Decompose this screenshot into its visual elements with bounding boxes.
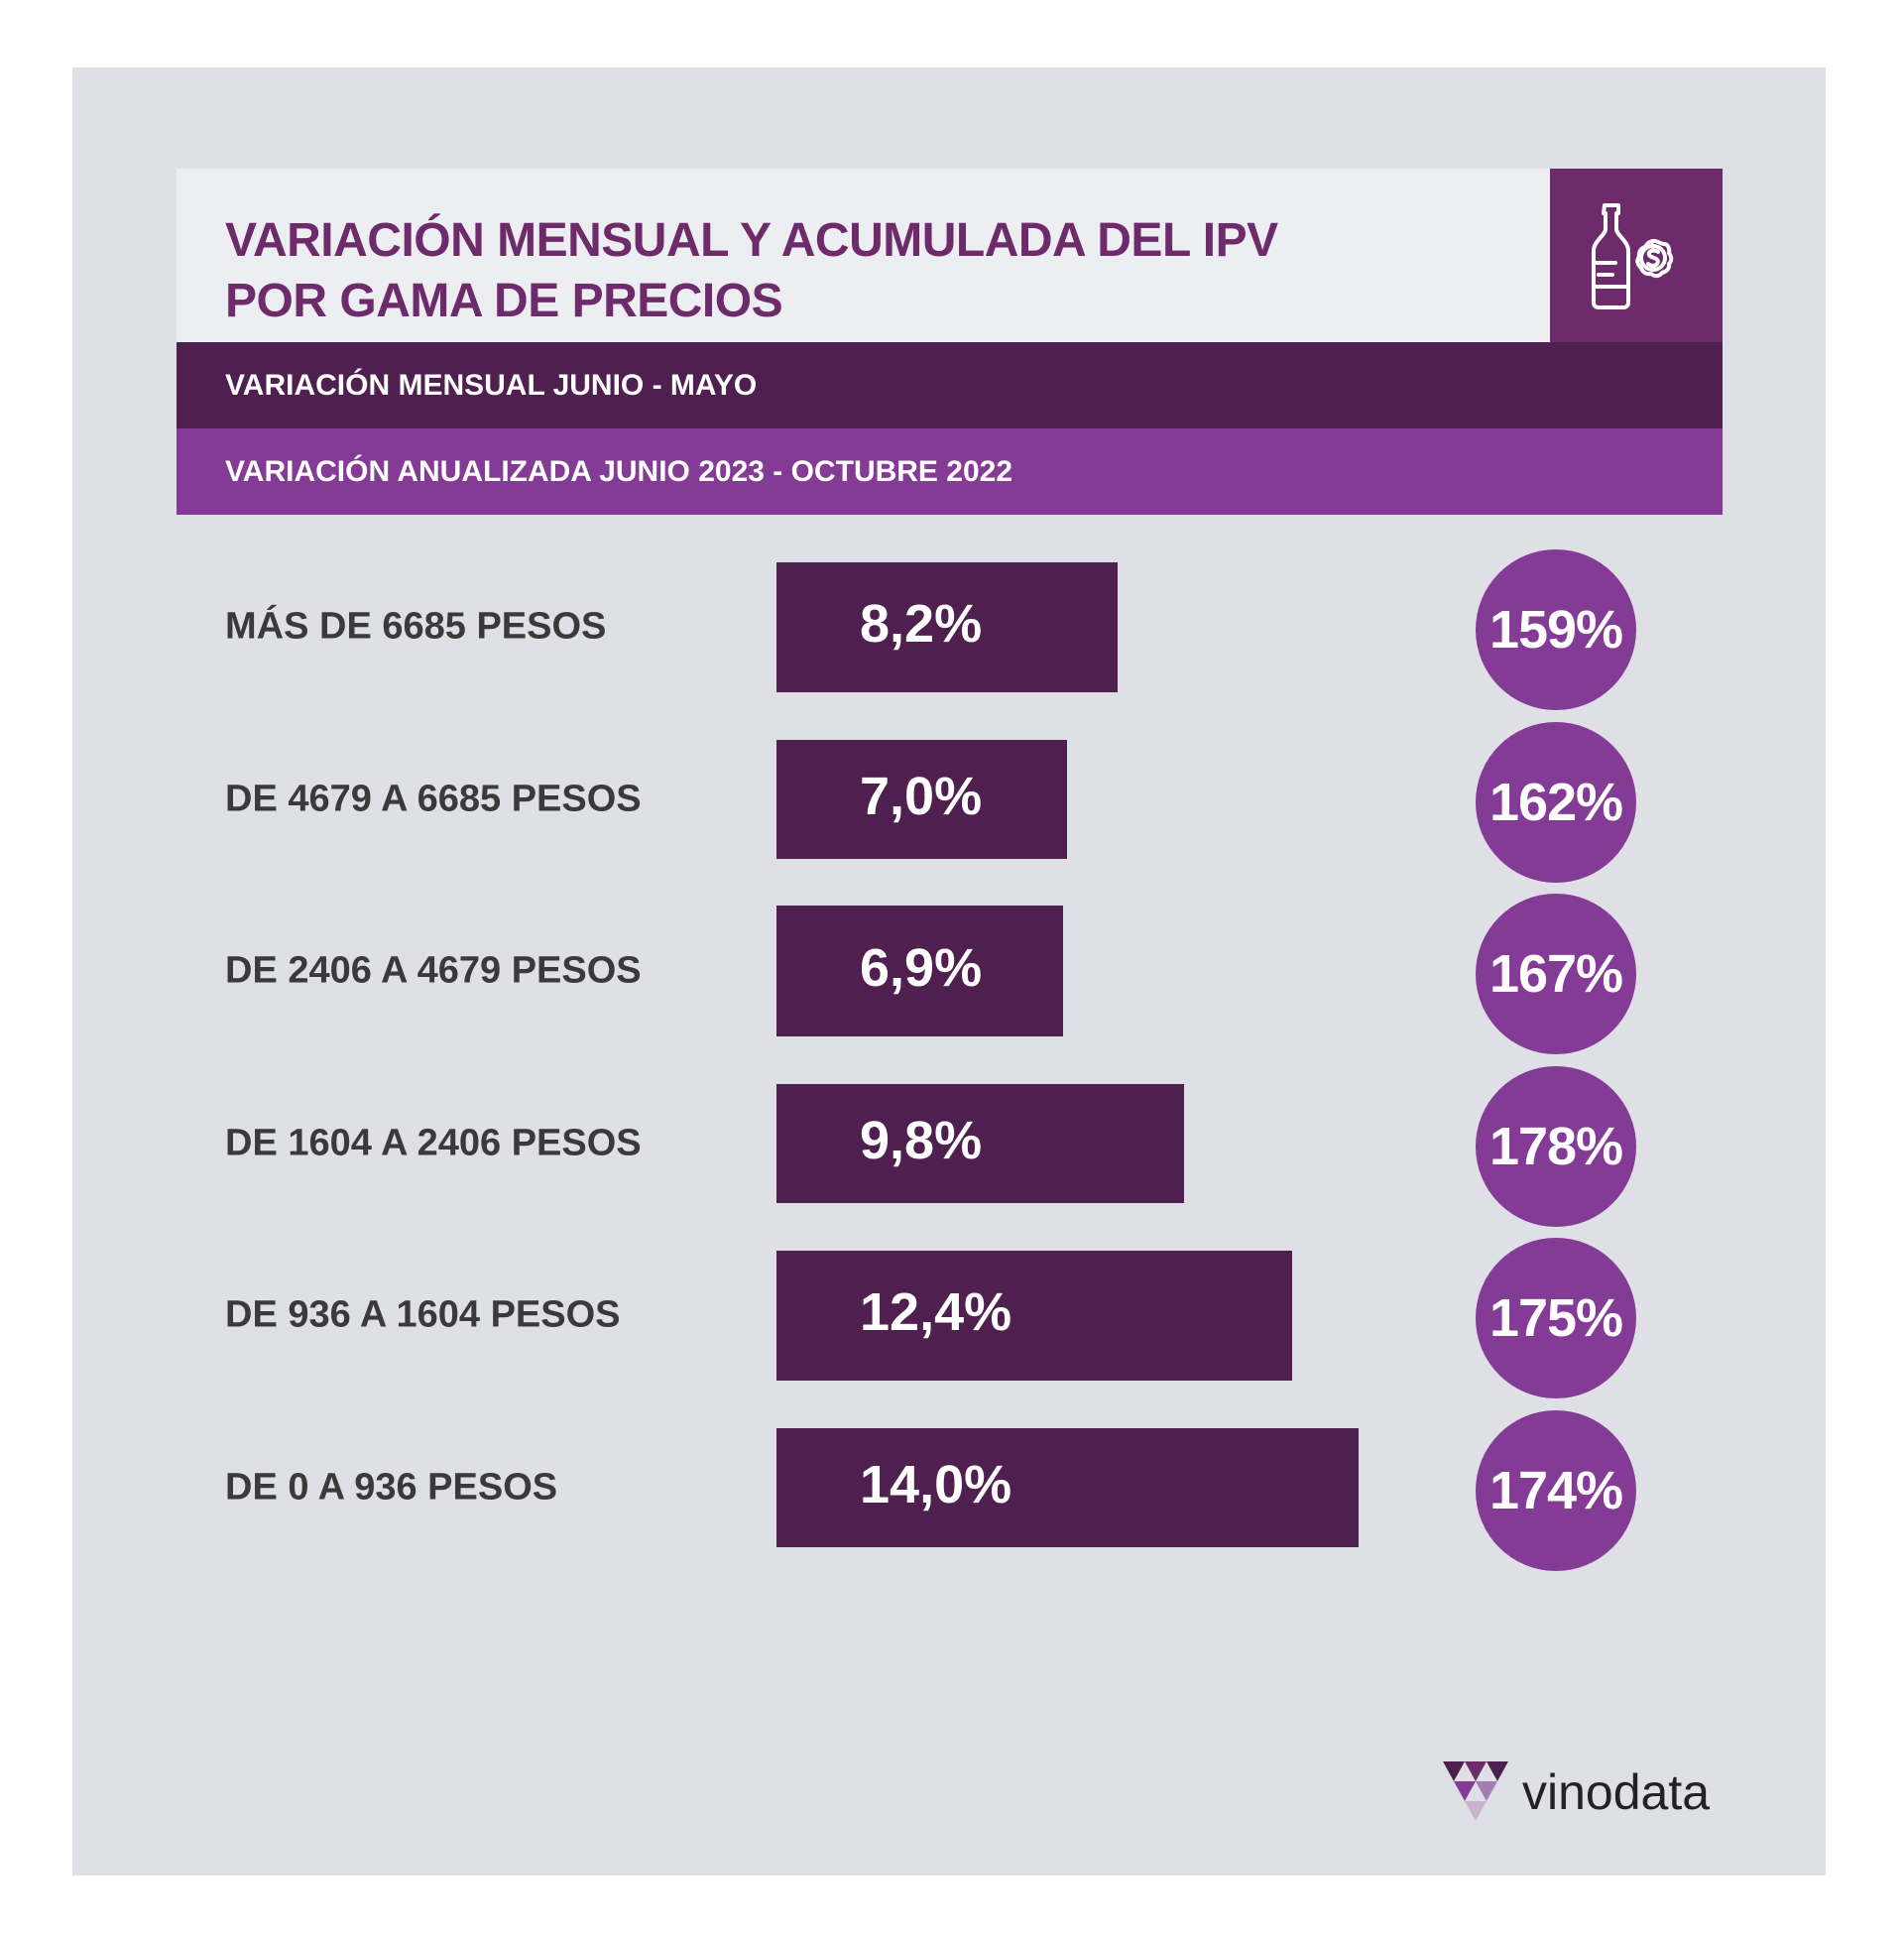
category-label: DE 1604 A 2406 PESOS <box>225 1122 642 1164</box>
monthly-bar <box>776 1250 1292 1381</box>
monthly-value-label: 8,2% <box>860 594 983 654</box>
legend-annual: VARIACIÓN ANUALIZADA JUNIO 2023 - OCTUBR… <box>177 428 1723 515</box>
monthly-bar <box>776 561 1118 692</box>
annual-value-circle: 167% <box>1476 894 1636 1055</box>
annual-value-circle: 175% <box>1476 1238 1636 1399</box>
brand-logo: vinodata <box>1443 1761 1710 1823</box>
annual-value-circle: 174% <box>1476 1410 1636 1571</box>
annual-value-circle: 162% <box>1476 721 1636 883</box>
page-title: VARIACIÓN MENSUAL Y ACUMULADA DEL IPV PO… <box>225 210 1278 331</box>
monthly-value-label: 14,0% <box>860 1455 1012 1514</box>
monthly-bar <box>776 1083 1184 1203</box>
category-label: DE 0 A 936 PESOS <box>225 1466 558 1509</box>
monthly-bar <box>776 739 1068 859</box>
monthly-bar <box>776 906 1064 1037</box>
monthly-bar <box>776 1428 1359 1547</box>
monthly-value-label: 7,0% <box>860 766 983 826</box>
brand-name: vinodata <box>1522 1764 1711 1820</box>
legend-monthly: VARIACIÓN MENSUAL JUNIO - MAYO <box>177 342 1723 428</box>
monthly-value-label: 9,8% <box>860 1110 983 1170</box>
header-icon-box <box>1550 169 1723 342</box>
monthly-value-label: 6,9% <box>860 938 983 999</box>
category-label: DE 936 A 1604 PESOS <box>225 1293 621 1336</box>
header: VARIACIÓN MENSUAL Y ACUMULADA DEL IPV PO… <box>177 169 1550 342</box>
annual-value-circle: 178% <box>1476 1065 1636 1227</box>
wine-bottle-dollar-icon <box>1592 202 1674 309</box>
monthly-value-label: 12,4% <box>860 1282 1012 1343</box>
vinodata-logo-icon <box>1443 1761 1508 1821</box>
legend-annual-label: VARIACIÓN ANUALIZADA JUNIO 2023 - OCTUBR… <box>225 454 1013 488</box>
legend-monthly-label: VARIACIÓN MENSUAL JUNIO - MAYO <box>225 368 758 402</box>
category-label: DE 2406 A 4679 PESOS <box>225 949 642 992</box>
title-line-2: POR GAMA DE PRECIOS <box>225 275 783 327</box>
annual-value-circle: 159% <box>1476 549 1636 710</box>
title-line-1: VARIACIÓN MENSUAL Y ACUMULADA DEL IPV <box>225 214 1278 267</box>
category-label: MÁS DE 6685 PESOS <box>225 605 607 648</box>
category-label: DE 4679 A 6685 PESOS <box>225 778 642 820</box>
